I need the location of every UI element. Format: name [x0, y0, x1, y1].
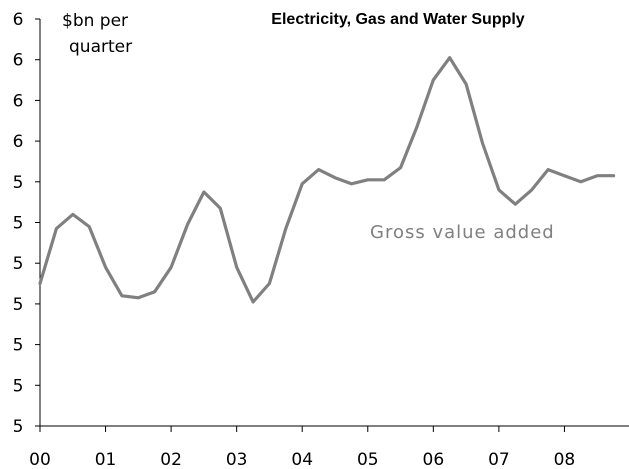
y-tick-label: 6: [13, 10, 24, 30]
y-axis: 6 6 6 6 5 5 5 5 5 5 5: [13, 10, 41, 437]
y-tick-label: 5: [13, 376, 24, 396]
y-tick-label: 6: [13, 132, 24, 152]
series-annotation-gross-value-added: Gross value added: [370, 222, 555, 243]
chart-title: Electricity, Gas and Water Supply: [271, 11, 525, 28]
unit-label-line2: quarter: [69, 37, 132, 57]
x-tick-label: 02: [160, 450, 182, 469]
x-tick-label: 07: [488, 450, 510, 469]
y-tick-label: 5: [13, 214, 24, 234]
x-tick-label: 06: [423, 450, 445, 469]
y-tick-label: 5: [13, 254, 24, 274]
x-axis: 00 01 02 03 04 05 06 07 08: [29, 425, 629, 469]
x-tick-label: 04: [291, 450, 313, 469]
x-tick-label: 08: [554, 450, 576, 469]
y-tick-label: 5: [13, 173, 24, 193]
series-line-gross-value-added: [38, 56, 616, 304]
series-group: [38, 56, 616, 304]
y-tick-label: 6: [13, 91, 24, 111]
y-tick-label: 5: [13, 295, 24, 315]
x-tick-label: 00: [29, 450, 51, 469]
y-tick-label: 6: [13, 51, 24, 71]
x-tick-label: 03: [226, 450, 248, 469]
y-tick-label: 5: [13, 417, 24, 437]
x-tick-label: 01: [95, 450, 117, 469]
x-tick-label: 05: [357, 450, 379, 469]
unit-label-line1: $bn per: [62, 11, 128, 31]
y-tick-label: 5: [13, 336, 24, 356]
